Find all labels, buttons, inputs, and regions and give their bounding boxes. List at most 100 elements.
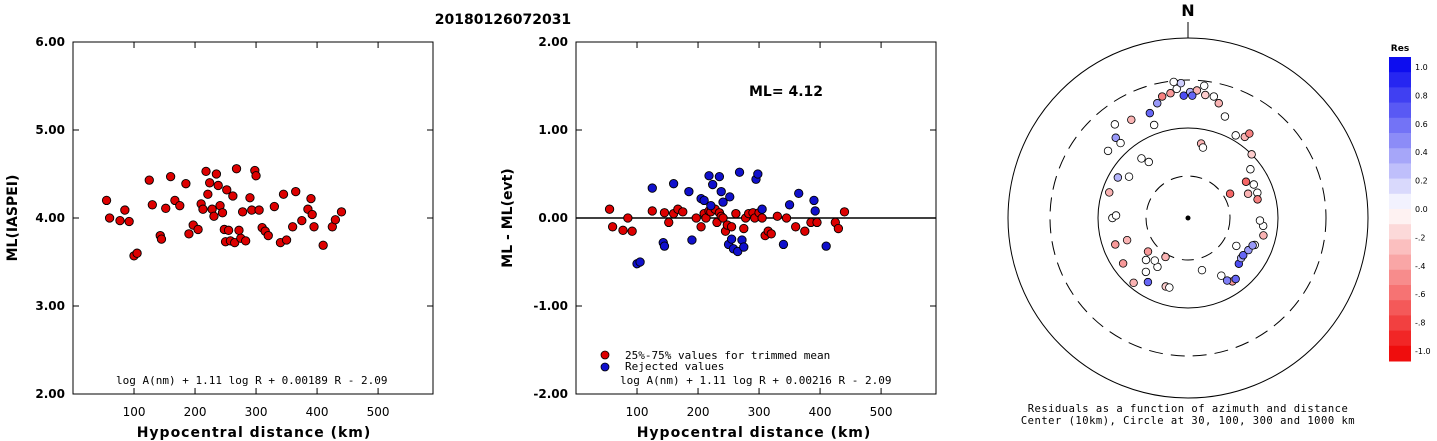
accepted-point: [678, 207, 688, 217]
station-residual-marker: [1232, 241, 1241, 251]
colorbar-cell: [1389, 224, 1411, 240]
colorbar-cell: [1389, 163, 1411, 180]
station-residual-marker: [1111, 211, 1121, 220]
colorbar-cell: [1389, 345, 1411, 362]
p1-y-tick-label: 4.00: [35, 211, 65, 225]
accepted-point: [659, 208, 670, 218]
colorbar-cell: [1389, 148, 1411, 164]
p1-y-tick-label: 3.00: [35, 299, 65, 313]
station-residual-marker: [1153, 99, 1162, 108]
rejected-point: [668, 179, 679, 189]
accepted-point: [731, 208, 741, 219]
ml-point: [205, 178, 215, 188]
station-residual-marker: [1198, 143, 1208, 152]
epicenter-dot: [1185, 215, 1191, 221]
accepted-point: [604, 204, 615, 214]
station-residual-marker: [1141, 267, 1151, 277]
rejected-point: [734, 167, 745, 177]
north-label: N: [1181, 1, 1194, 20]
accepted-point: [800, 226, 810, 236]
p1-x-tick-label: 300: [245, 405, 268, 419]
ring-30km: [1145, 175, 1231, 261]
ml-point: [201, 166, 211, 177]
station-residual-marker: [1122, 235, 1132, 245]
accepted-point: [772, 211, 783, 221]
polar-caption-line2: Center (10km), Circle at 30, 100, 300 an…: [1021, 415, 1355, 427]
rejected-point: [708, 179, 718, 190]
colorbar-cell: [1389, 239, 1411, 256]
ml-point: [228, 191, 238, 201]
ml-point: [222, 185, 232, 195]
ml-point: [101, 195, 112, 206]
ml-point: [241, 236, 251, 246]
station-residual-marker: [1118, 259, 1128, 268]
station-residual-marker: [1231, 131, 1240, 140]
ml-point: [209, 211, 219, 221]
accepted-point: [757, 213, 767, 223]
colorbar-cell: [1389, 254, 1411, 271]
ml-point: [217, 208, 228, 218]
ml-point: [245, 193, 255, 203]
ml-point: [254, 205, 264, 215]
station-residual-marker: [1110, 120, 1120, 129]
accepted-point: [664, 217, 674, 228]
ml-point: [203, 189, 213, 199]
ml-point: [309, 222, 319, 232]
rejected-point: [753, 169, 763, 179]
station-residual-marker: [1201, 90, 1210, 100]
p1-x-tick-label: 500: [367, 405, 390, 419]
ml-point: [213, 180, 223, 191]
p2-x-tick-label: 400: [809, 405, 832, 419]
ml-point: [307, 209, 317, 220]
colorbar-cell: [1389, 57, 1411, 73]
p2-x-tick-label: 300: [748, 405, 771, 419]
ml-value-label: ML= 4.12: [749, 84, 823, 100]
station-residual-marker: [1217, 271, 1226, 280]
panel1-formula: log A(nm) + 1.11 log R + 0.00189 R - 2.0…: [116, 374, 388, 387]
p1-y-tick-label: 6.00: [35, 35, 65, 49]
station-residual-marker: [1220, 112, 1230, 121]
rejected-point: [757, 204, 767, 214]
station-residual-marker: [1149, 120, 1159, 130]
station-residual-marker: [1192, 86, 1202, 95]
colorbar-tick-label: 0.6: [1415, 120, 1428, 129]
ml-point: [198, 204, 208, 214]
colorbar-tick-label: 1.0: [1415, 63, 1428, 72]
colorbar-cell: [1389, 72, 1411, 88]
station-residual-marker: [1209, 92, 1219, 101]
ml-point: [281, 235, 292, 245]
ml-point: [306, 193, 316, 204]
station-residual-marker: [1188, 91, 1197, 100]
colorbar-tick-label: -.6: [1415, 290, 1426, 299]
colorbar-tick-label: 0.2: [1415, 177, 1428, 186]
accepted-point: [718, 213, 728, 223]
p2-y-tick-label: -1.00: [533, 299, 568, 313]
station-residual-marker: [1197, 265, 1207, 275]
accepted-point: [812, 217, 822, 228]
ml-point: [291, 186, 301, 197]
station-residual-marker: [1124, 172, 1134, 181]
station-residual-marker: [1111, 240, 1120, 249]
station-residual-marker: [1166, 89, 1175, 98]
panel1-x-axis-label: Hypocentral distance (km): [137, 425, 372, 441]
station-residual-marker: [1105, 188, 1114, 197]
p1-x-tick-label: 400: [306, 405, 329, 419]
rejected-point: [716, 186, 726, 197]
accepted-point: [627, 226, 637, 236]
station-residual-marker: [1253, 195, 1262, 204]
colorbar-cell: [1389, 117, 1411, 134]
rejected-point: [687, 235, 697, 245]
ml-point: [330, 215, 341, 225]
panel2-x-axis-label: Hypocentral distance (km): [637, 425, 872, 441]
accepted-point: [766, 229, 776, 239]
p2-y-tick-label: 2.00: [538, 35, 568, 49]
station-residual-marker: [1144, 157, 1153, 167]
rejected-point: [718, 197, 728, 207]
ml-point: [263, 230, 273, 241]
station-residual-marker: [1137, 154, 1146, 163]
ml-point: [184, 229, 194, 239]
ring-300km: [1049, 79, 1327, 357]
colorbar-tick-label: -1.0: [1415, 347, 1431, 356]
colorbar-cell: [1389, 209, 1411, 225]
